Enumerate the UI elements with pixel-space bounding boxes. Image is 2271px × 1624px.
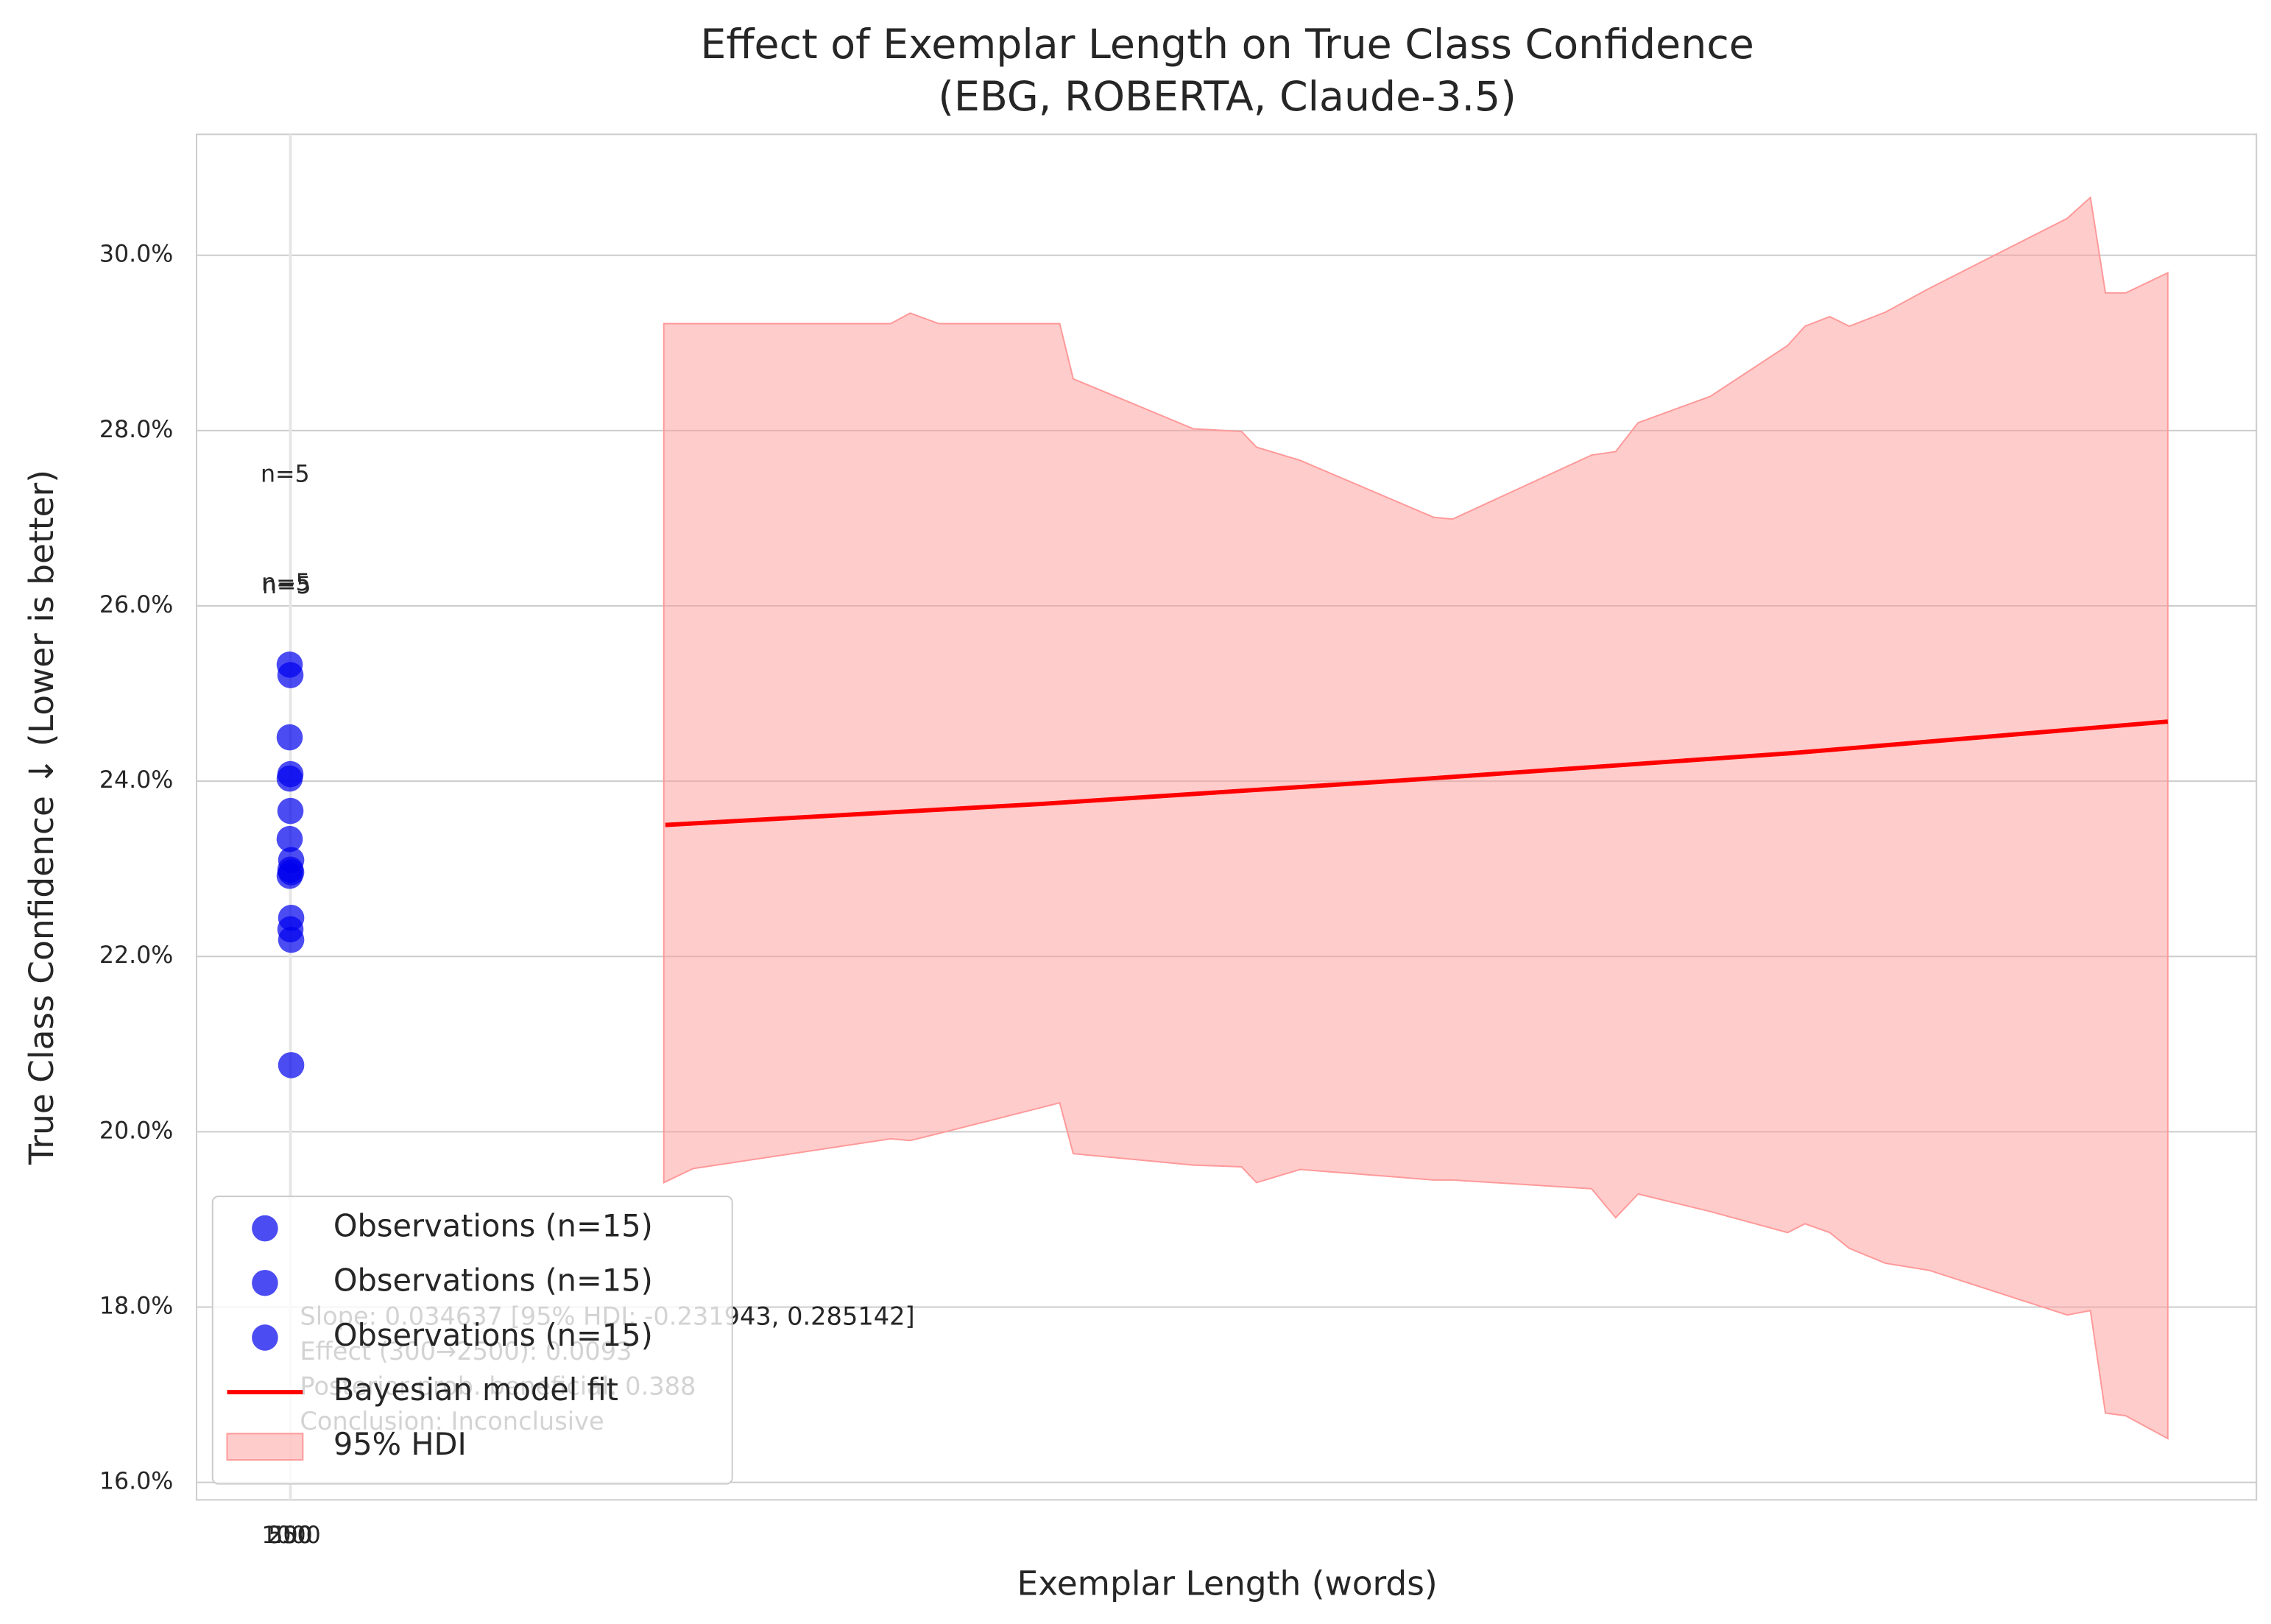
observation-point — [277, 662, 304, 688]
observation-point — [276, 825, 303, 852]
observation-point — [278, 905, 305, 931]
legend-label: Observations (n=15) — [333, 1317, 653, 1353]
x-axis-label: Exemplar Length (words) — [1017, 1564, 1437, 1603]
observation-point — [277, 797, 304, 825]
observation-point — [276, 724, 303, 751]
y-tick-label: 26.0% — [99, 592, 173, 618]
count-annotation: n=5 — [262, 573, 311, 599]
legend: Observations (n=15) Observations (n=15) Ob… — [211, 1196, 733, 1485]
hdi-band — [663, 196, 2169, 1440]
y-tick-label: 30.0% — [99, 241, 173, 268]
fit-line — [665, 719, 2169, 827]
y-tick-label: 16.0% — [99, 1469, 173, 1495]
legend-marker — [252, 1324, 278, 1351]
y-tick-label: 20.0% — [99, 1118, 173, 1144]
legend-box — [211, 1196, 733, 1485]
count-annotation: n=5 — [261, 462, 310, 488]
y-axis-label: True Class Confidence ↓ (Lower is better… — [22, 470, 61, 1165]
x-tick-label: 1000 — [261, 1522, 320, 1549]
legend-label: Bayesian model fit — [333, 1371, 618, 1408]
y-tick-label: 24.0% — [99, 767, 173, 794]
legend-label: Observations (n=15) — [333, 1208, 653, 1244]
legend-marker — [252, 1215, 278, 1242]
y-tick-label: 22.0% — [99, 942, 173, 969]
observation-point — [278, 926, 305, 953]
legend-label: 95% HDI — [333, 1426, 467, 1462]
legend-label: Observations (n=15) — [333, 1263, 653, 1299]
x-tick-label: 250 — [267, 1522, 311, 1549]
overlay: Slope: 0.034637 [95% HDI: -0.231943, 0.2… — [211, 1196, 915, 1485]
marks: n=5n=5n=5 — [261, 196, 2169, 1440]
x-tick-label: 500 — [268, 1522, 312, 1549]
observation-point — [278, 1052, 305, 1078]
observation-point — [277, 760, 304, 788]
y-tick-label: 18.0% — [99, 1293, 173, 1319]
chart-subtitle: (EBG, ROBERTA, Claude-3.5) — [938, 74, 1516, 121]
observation-point — [278, 859, 305, 886]
count-annotation: n=5 — [261, 570, 311, 596]
legend-marker — [226, 1433, 304, 1461]
y-tick-label: 28.0% — [99, 417, 173, 443]
chart-title: Effect of Exemplar Length on True Class … — [700, 21, 1753, 68]
legend-marker — [252, 1269, 278, 1296]
